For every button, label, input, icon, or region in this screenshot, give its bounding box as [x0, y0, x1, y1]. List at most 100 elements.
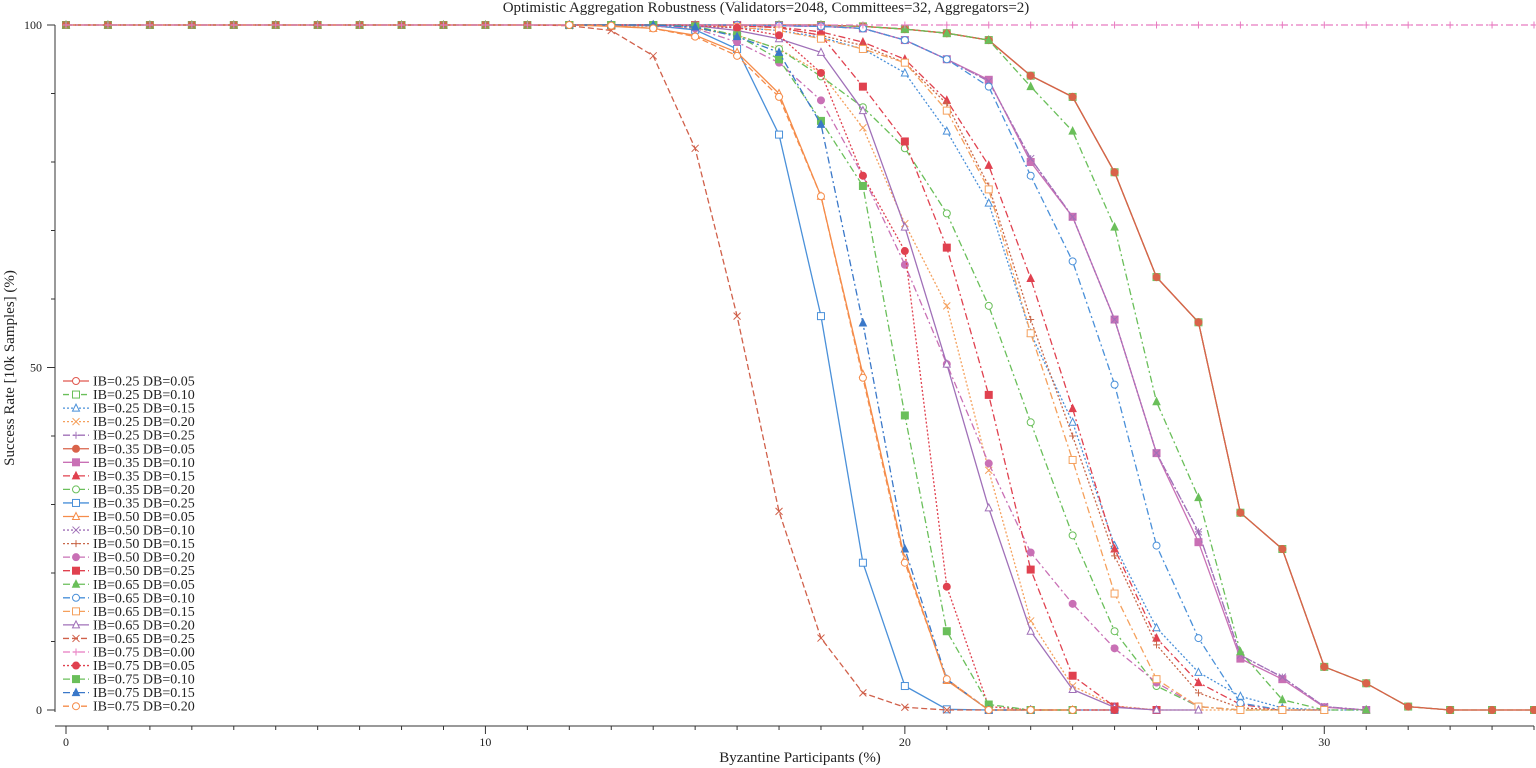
data-point [1236, 508, 1245, 517]
series-9 [565, 21, 1287, 714]
data-point [900, 137, 909, 146]
legend-entry: IB=0.25 DB=0.05 [63, 375, 195, 390]
legend-label: IB=0.35 DB=0.15 [93, 469, 195, 484]
data-point [984, 75, 993, 84]
data-point [775, 92, 784, 101]
data-point [985, 21, 993, 29]
data-point [1068, 417, 1077, 426]
legend-entry: IB=0.50 DB=0.05 [63, 510, 195, 525]
data-point [1026, 418, 1035, 427]
series-2 [62, 21, 1536, 714]
data-point [1320, 662, 1329, 671]
legend-swatch-marker [72, 607, 80, 616]
legend-label: IB=0.50 DB=0.10 [93, 524, 195, 539]
series-16 [61, 19, 1371, 714]
legend-label: IB=0.75 DB=0.15 [93, 686, 195, 701]
data-point [1068, 212, 1077, 221]
legend-entry: IB=0.25 DB=0.20 [63, 415, 195, 430]
data-point [1068, 455, 1077, 464]
data-point [1110, 627, 1119, 636]
legend-swatch-marker [72, 675, 80, 684]
data-point [984, 706, 993, 714]
legend-entry: IB=0.35 DB=0.10 [63, 456, 195, 471]
data-point [984, 185, 993, 194]
data-point [1152, 396, 1161, 406]
data-point [984, 82, 993, 91]
data-point [1194, 667, 1203, 676]
series-line [569, 24, 1367, 711]
data-point [104, 21, 112, 29]
legend-swatch-marker [72, 431, 80, 439]
series-15 [565, 21, 1161, 714]
data-point [984, 301, 993, 310]
data-point [900, 543, 910, 553]
data-point [1194, 21, 1202, 29]
data-point [1110, 168, 1119, 177]
data-point [942, 675, 951, 684]
series-line [66, 24, 1367, 711]
x-tick-label: 20 [899, 735, 911, 749]
data-point [1404, 702, 1413, 711]
legend-label: IB=0.65 DB=0.15 [93, 605, 195, 620]
legend-entry: IB=0.25 DB=0.10 [63, 388, 195, 403]
data-point [858, 558, 867, 567]
series-12 [565, 21, 1371, 714]
data-point [1068, 599, 1077, 608]
legend-entry: IB=0.35 DB=0.20 [63, 483, 195, 498]
data-point [942, 106, 951, 115]
data-point [1446, 21, 1454, 29]
data-point [1530, 706, 1536, 714]
data-point [188, 21, 196, 29]
data-point [523, 21, 531, 29]
legend-label: IB=0.75 DB=0.00 [93, 646, 195, 661]
chart-title: Optimistic Aggregation Robustness (Valid… [503, 0, 1030, 16]
data-point [314, 21, 322, 29]
data-point [1152, 449, 1161, 457]
data-point [1068, 403, 1077, 413]
legend-swatch-marker [72, 417, 80, 426]
legend-label: IB=0.35 DB=0.10 [93, 456, 195, 471]
data-point [732, 31, 742, 41]
data-point [1194, 634, 1203, 643]
data-point [1068, 706, 1077, 714]
legend-swatch-marker [72, 390, 80, 399]
data-point [1068, 126, 1077, 135]
data-point [1110, 315, 1119, 324]
data-point [1236, 699, 1245, 708]
legend-swatch-marker [71, 402, 81, 412]
data-point [900, 221, 910, 231]
series-5 [565, 21, 1370, 714]
data-point [1026, 706, 1035, 714]
series-line [569, 24, 1241, 711]
axes [54, 25, 1534, 727]
legend-swatch-marker [72, 444, 80, 453]
data-point [1236, 706, 1245, 714]
data-point [1194, 538, 1203, 547]
x-axis-label: Byzantine Participants (%) [719, 750, 881, 766]
legend-entry: IB=0.75 DB=0.10 [63, 673, 195, 688]
data-point [356, 21, 364, 29]
data-point [984, 197, 994, 207]
data-point [1194, 492, 1203, 502]
data-point [858, 181, 867, 190]
series-line [66, 24, 1534, 711]
data-point [1194, 704, 1203, 714]
data-point [900, 411, 909, 420]
data-point [1110, 221, 1119, 231]
data-point [900, 558, 909, 567]
data-point [1069, 432, 1077, 440]
data-point [817, 634, 825, 642]
data-point [1194, 689, 1202, 697]
legend-swatch-marker [72, 553, 80, 562]
data-point [1110, 706, 1119, 714]
legend-label: IB=0.25 DB=0.20 [93, 415, 195, 430]
data-point [1362, 679, 1371, 688]
y-tick-label: 100 [24, 18, 42, 32]
data-point [1278, 21, 1286, 29]
data-point [775, 31, 784, 40]
data-point [1027, 316, 1035, 324]
data-point [1362, 21, 1370, 29]
data-point [649, 24, 658, 33]
